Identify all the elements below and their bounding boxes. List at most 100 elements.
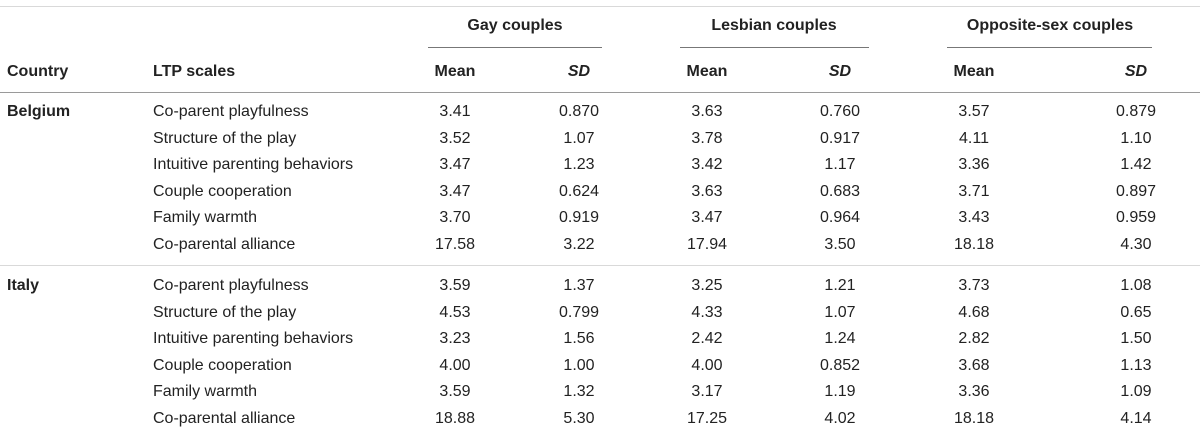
- value-lesbian-mean: 2.42: [691, 330, 723, 347]
- value-gay-mean: 3.59: [439, 383, 471, 400]
- value-opposite-sex-sd: 0.897: [1115, 183, 1157, 200]
- header-gay-mean: Mean: [434, 63, 476, 80]
- scale-label: Structure of the play: [153, 130, 297, 147]
- scale-label: Co-parental alliance: [153, 410, 296, 427]
- scale-label: Intuitive parenting behaviors: [153, 156, 354, 173]
- value-opposite-sex-sd: 1.09: [1120, 383, 1152, 400]
- header-opposite-sex-sd: SD: [1124, 63, 1148, 80]
- value-lesbian-sd: 1.21: [824, 277, 856, 294]
- value-opposite-sex-sd: 4.30: [1120, 236, 1152, 253]
- value-lesbian-mean: 3.47: [691, 209, 723, 226]
- value-lesbian-sd: 1.17: [824, 156, 856, 173]
- scale-label: Structure of the play: [153, 304, 297, 321]
- value-gay-mean: 18.88: [434, 410, 476, 427]
- value-lesbian-sd: 3.50: [824, 236, 856, 253]
- section-country-belgium: Belgium: [7, 103, 71, 120]
- value-gay-mean: 17.58: [434, 236, 476, 253]
- value-gay-sd: 0.624: [558, 183, 600, 200]
- value-opposite-sex-sd: 1.50: [1120, 330, 1152, 347]
- group-header-lesbian: Lesbian couples: [711, 17, 837, 34]
- value-lesbian-mean: 3.17: [691, 383, 723, 400]
- value-lesbian-mean: 17.94: [686, 236, 728, 253]
- value-lesbian-mean: 3.25: [691, 277, 723, 294]
- value-opposite-sex-mean: 3.71: [958, 183, 990, 200]
- scale-label: Couple cooperation: [153, 183, 292, 200]
- value-lesbian-mean: 17.25: [686, 410, 728, 427]
- value-lesbian-sd: 0.852: [819, 357, 861, 374]
- value-opposite-sex-sd: 0.65: [1120, 304, 1152, 321]
- value-gay-mean: 4.53: [439, 304, 471, 321]
- value-gay-mean: 3.47: [439, 183, 471, 200]
- value-opposite-sex-mean: 3.43: [958, 209, 990, 226]
- value-lesbian-sd: 0.917: [819, 130, 861, 147]
- value-gay-mean: 3.47: [439, 156, 471, 173]
- value-opposite-sex-sd: 1.13: [1120, 357, 1152, 374]
- value-gay-mean: 3.52: [439, 130, 471, 147]
- value-lesbian-mean: 4.00: [691, 357, 723, 374]
- scale-label: Couple cooperation: [153, 357, 292, 374]
- value-gay-sd: 1.32: [563, 383, 595, 400]
- scale-label: Co-parental alliance: [153, 236, 296, 253]
- scale-label: Intuitive parenting behaviors: [153, 330, 354, 347]
- value-lesbian-sd: 0.760: [819, 103, 861, 120]
- value-gay-sd: 0.799: [558, 304, 600, 321]
- value-opposite-sex-mean: 3.57: [958, 103, 990, 120]
- group-header-gay: Gay couples: [467, 17, 563, 34]
- value-gay-sd: 5.30: [563, 410, 595, 427]
- value-lesbian-sd: 1.24: [824, 330, 856, 347]
- value-gay-sd: 1.07: [563, 130, 595, 147]
- header-lesbian-mean: Mean: [686, 63, 728, 80]
- value-gay-sd: 3.22: [563, 236, 595, 253]
- header-ltp-scales: LTP scales: [153, 63, 236, 80]
- value-gay-mean: 3.23: [439, 330, 471, 347]
- value-opposite-sex-mean: 3.68: [958, 357, 990, 374]
- group-underline-lesbian: [680, 47, 869, 48]
- group-header-opposite-sex: Opposite-sex couples: [966, 17, 1134, 34]
- value-opposite-sex-mean: 4.68: [958, 304, 990, 321]
- value-opposite-sex-mean: 3.36: [958, 383, 990, 400]
- value-lesbian-mean: 3.78: [691, 130, 723, 147]
- scale-label: Family warmth: [153, 209, 258, 226]
- value-gay-sd: 1.23: [563, 156, 595, 173]
- value-lesbian-sd: 0.964: [819, 209, 861, 226]
- value-opposite-sex-sd: 0.959: [1115, 209, 1157, 226]
- header-bottom-rule: [0, 92, 1200, 93]
- value-opposite-sex-sd: 0.879: [1115, 103, 1157, 120]
- value-gay-sd: 0.919: [558, 209, 600, 226]
- value-gay-sd: 1.37: [563, 277, 595, 294]
- value-gay-mean: 4.00: [439, 357, 471, 374]
- value-lesbian-mean: 4.33: [691, 304, 723, 321]
- group-underline-gay: [428, 47, 602, 48]
- value-opposite-sex-sd: 1.08: [1120, 277, 1152, 294]
- value-opposite-sex-sd: 1.42: [1120, 156, 1152, 173]
- value-lesbian-sd: 1.19: [824, 383, 856, 400]
- section-country-italy: Italy: [7, 277, 40, 294]
- value-gay-sd: 0.870: [558, 103, 600, 120]
- value-lesbian-sd: 0.683: [819, 183, 861, 200]
- value-lesbian-sd: 4.02: [824, 410, 856, 427]
- value-lesbian-sd: 1.07: [824, 304, 856, 321]
- value-opposite-sex-mean: 18.18: [953, 410, 995, 427]
- value-opposite-sex-sd: 1.10: [1120, 130, 1152, 147]
- table-top-rule: [0, 6, 1200, 7]
- header-gay-sd: SD: [567, 63, 591, 80]
- scale-label: Family warmth: [153, 383, 258, 400]
- value-gay-sd: 1.00: [563, 357, 595, 374]
- value-lesbian-mean: 3.42: [691, 156, 723, 173]
- header-lesbian-sd: SD: [828, 63, 852, 80]
- value-opposite-sex-sd: 4.14: [1120, 410, 1152, 427]
- value-opposite-sex-mean: 18.18: [953, 236, 995, 253]
- value-gay-mean: 3.41: [439, 103, 471, 120]
- header-country: Country: [7, 63, 69, 80]
- value-opposite-sex-mean: 2.82: [958, 330, 990, 347]
- value-gay-mean: 3.59: [439, 277, 471, 294]
- value-opposite-sex-mean: 3.73: [958, 277, 990, 294]
- header-opposite-sex-mean: Mean: [953, 63, 995, 80]
- value-gay-mean: 3.70: [439, 209, 471, 226]
- value-lesbian-mean: 3.63: [691, 103, 723, 120]
- scale-label: Co-parent playfulness: [153, 277, 309, 294]
- value-lesbian-mean: 3.63: [691, 183, 723, 200]
- scale-label: Co-parent playfulness: [153, 103, 309, 120]
- value-opposite-sex-mean: 4.11: [959, 130, 989, 147]
